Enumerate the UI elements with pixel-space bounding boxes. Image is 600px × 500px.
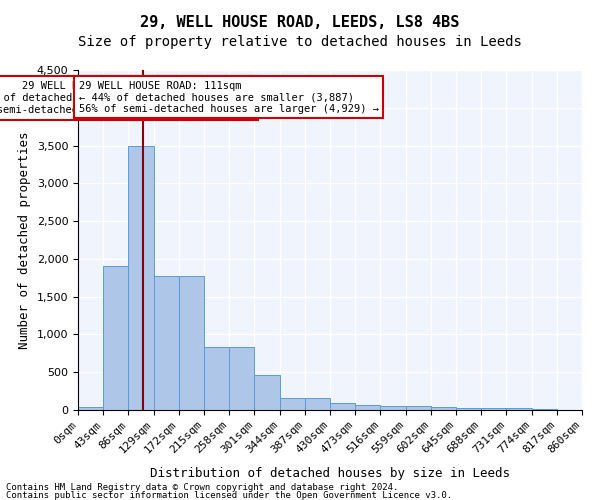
Y-axis label: Number of detached properties: Number of detached properties [18, 131, 31, 349]
Text: Size of property relative to detached houses in Leeds: Size of property relative to detached ho… [78, 35, 522, 49]
Bar [280, 398, 305, 410]
Text: 29 WELL HOUSE ROAD: 111sqm
← 44% of detached houses are smaller (3,887)
56% of s: 29 WELL HOUSE ROAD: 111sqm ← 44% of deta… [0, 82, 253, 114]
Bar [179, 276, 204, 410]
Bar [128, 146, 154, 410]
X-axis label: Distribution of detached houses by size in Leeds: Distribution of detached houses by size … [150, 466, 510, 479]
Bar [481, 408, 506, 410]
Bar [456, 408, 481, 410]
Text: Contains public sector information licensed under the Open Government Licence v3: Contains public sector information licen… [6, 490, 452, 500]
Text: 29, WELL HOUSE ROAD, LEEDS, LS8 4BS: 29, WELL HOUSE ROAD, LEEDS, LS8 4BS [140, 15, 460, 30]
Bar [78, 407, 103, 410]
Bar [204, 346, 229, 410]
Bar [355, 405, 380, 410]
Bar [506, 408, 532, 410]
Bar [305, 398, 330, 410]
Bar [103, 266, 128, 410]
Bar [431, 407, 456, 410]
Bar [380, 406, 406, 410]
Bar [532, 409, 557, 410]
Bar [229, 346, 254, 410]
Bar [330, 403, 355, 410]
Text: Contains HM Land Registry data © Crown copyright and database right 2024.: Contains HM Land Registry data © Crown c… [6, 483, 398, 492]
Text: 29 WELL HOUSE ROAD: 111sqm
← 44% of detached houses are smaller (3,887)
56% of s: 29 WELL HOUSE ROAD: 111sqm ← 44% of deta… [79, 80, 379, 114]
Bar [254, 375, 280, 410]
Bar [406, 406, 431, 410]
Bar [154, 276, 179, 410]
